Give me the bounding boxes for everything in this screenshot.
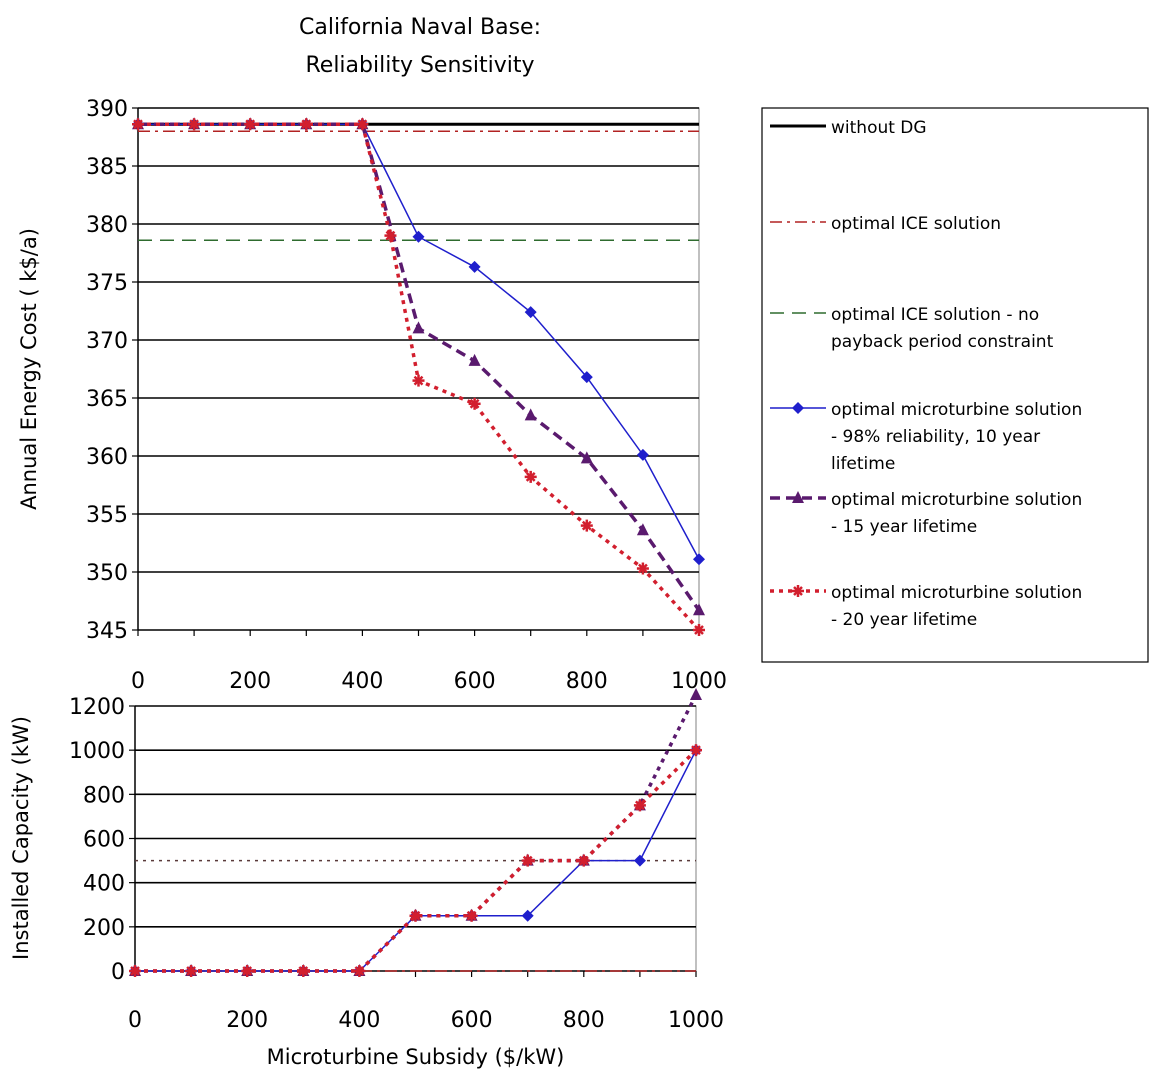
legend-frame — [761, 107, 1149, 663]
y-tick-label: 1000 — [69, 739, 125, 764]
x-tick-label: 400 — [341, 669, 383, 694]
y-tick-label: 345 — [86, 619, 128, 644]
y-tick-label: 360 — [86, 445, 128, 470]
data-point — [356, 118, 369, 131]
data-point — [132, 118, 144, 131]
chart-title-line-2: Reliability Sensitivity — [305, 53, 534, 78]
x-tick-label: 800 — [563, 1008, 605, 1033]
legend-label: optimal ICE solution - no — [831, 305, 1039, 325]
data-point — [636, 562, 649, 575]
data-point — [468, 397, 481, 410]
data-point — [524, 408, 537, 421]
data-point — [241, 965, 254, 977]
legend-marker-6 — [792, 585, 804, 597]
legend-label: - 20 year lifetime — [831, 610, 977, 630]
legend-marker-5 — [792, 491, 804, 503]
data-point — [297, 965, 310, 977]
series-line-6 — [138, 122, 701, 632]
legend-label: without DG — [831, 118, 927, 138]
y-tick-label: 200 — [83, 916, 125, 941]
series-line-5 — [135, 748, 698, 973]
data-point — [244, 118, 257, 131]
data-point — [384, 229, 397, 242]
data-point — [693, 603, 705, 616]
data-point — [636, 448, 649, 461]
x-tick-label: 400 — [338, 1008, 380, 1033]
data-point — [633, 799, 646, 812]
plot-2: 0 200 400 600 800 1000 1200 0 200 400 600 800 1000 In… — [9, 687, 724, 1069]
data-point — [468, 260, 481, 273]
x-tick-label: 800 — [566, 669, 608, 694]
legend: without DG optimal ICE solution optimal IC… — [761, 107, 1149, 663]
data-point — [409, 909, 422, 922]
legend-label: - 15 year lifetime — [831, 517, 977, 537]
data-point — [690, 744, 702, 757]
x-tick-label: 1000 — [668, 1008, 724, 1033]
chart-title-line-1: California Naval Base: — [299, 15, 541, 40]
legend-marker-4 — [792, 402, 804, 414]
data-point — [185, 965, 198, 977]
data-point — [580, 451, 593, 464]
plot-1: 345 350 355 360 365 370 375 380 385 390 0 200 400 600… — [17, 97, 727, 694]
y-tick-label: 600 — [83, 828, 125, 853]
y-axis-label: Annual Energy Cost ( k$/a) — [17, 228, 41, 510]
data-point — [693, 624, 705, 636]
data-point — [521, 854, 534, 867]
data-point — [690, 687, 702, 700]
y-tick-label: 1200 — [69, 695, 125, 720]
data-point — [580, 371, 593, 384]
data-point — [300, 118, 313, 131]
data-point — [412, 321, 425, 334]
data-point — [636, 523, 649, 536]
legend-label: optimal ICE solution — [831, 214, 1001, 234]
data-point — [693, 553, 705, 566]
y-tick-label: 365 — [86, 387, 128, 412]
y-tick-label: 380 — [86, 213, 128, 238]
data-point — [465, 909, 478, 922]
legend-label: optimal microturbine solution — [831, 490, 1082, 510]
legend-label: optimal microturbine solution — [831, 583, 1082, 603]
y-tick-label: 355 — [86, 503, 128, 528]
x-tick-label: 1000 — [671, 669, 727, 694]
y-tick-label: 0 — [111, 960, 125, 985]
y-axis-label: Installed Capacity (kW) — [9, 716, 33, 960]
data-point — [524, 470, 537, 483]
y-tick-label: 350 — [86, 561, 128, 586]
data-point — [188, 118, 201, 131]
legend-label: payback period constraint — [831, 332, 1054, 352]
x-axis-label: Microturbine Subsidy ($/kW) — [267, 1045, 565, 1069]
legend-label: lifetime — [831, 454, 895, 474]
plot-area — [137, 107, 700, 631]
data-point — [129, 965, 141, 977]
data-point — [524, 306, 537, 319]
y-tick-label: 390 — [86, 97, 128, 122]
y-tick-label: 400 — [83, 872, 125, 897]
data-point — [412, 374, 425, 387]
x-tick-label: 0 — [128, 1008, 142, 1033]
legend-label: optimal microturbine solution — [831, 400, 1082, 420]
x-tick-label: 0 — [131, 669, 145, 694]
legend-label: - 98% reliability, 10 year — [831, 427, 1040, 447]
data-point — [580, 519, 593, 532]
x-tick-label: 200 — [226, 1008, 268, 1033]
x-tick-label: 600 — [454, 669, 496, 694]
data-point — [353, 965, 366, 977]
x-tick-label: 200 — [229, 669, 271, 694]
x-tick-label: 600 — [451, 1008, 493, 1033]
y-tick-label: 370 — [86, 329, 128, 354]
y-tick-label: 385 — [86, 155, 128, 180]
data-point — [468, 353, 481, 366]
data-point — [412, 230, 425, 243]
data-point — [633, 854, 646, 867]
y-tick-label: 800 — [83, 783, 125, 808]
y-tick-label: 375 — [86, 271, 128, 296]
data-point — [521, 909, 534, 922]
data-point — [577, 854, 590, 867]
